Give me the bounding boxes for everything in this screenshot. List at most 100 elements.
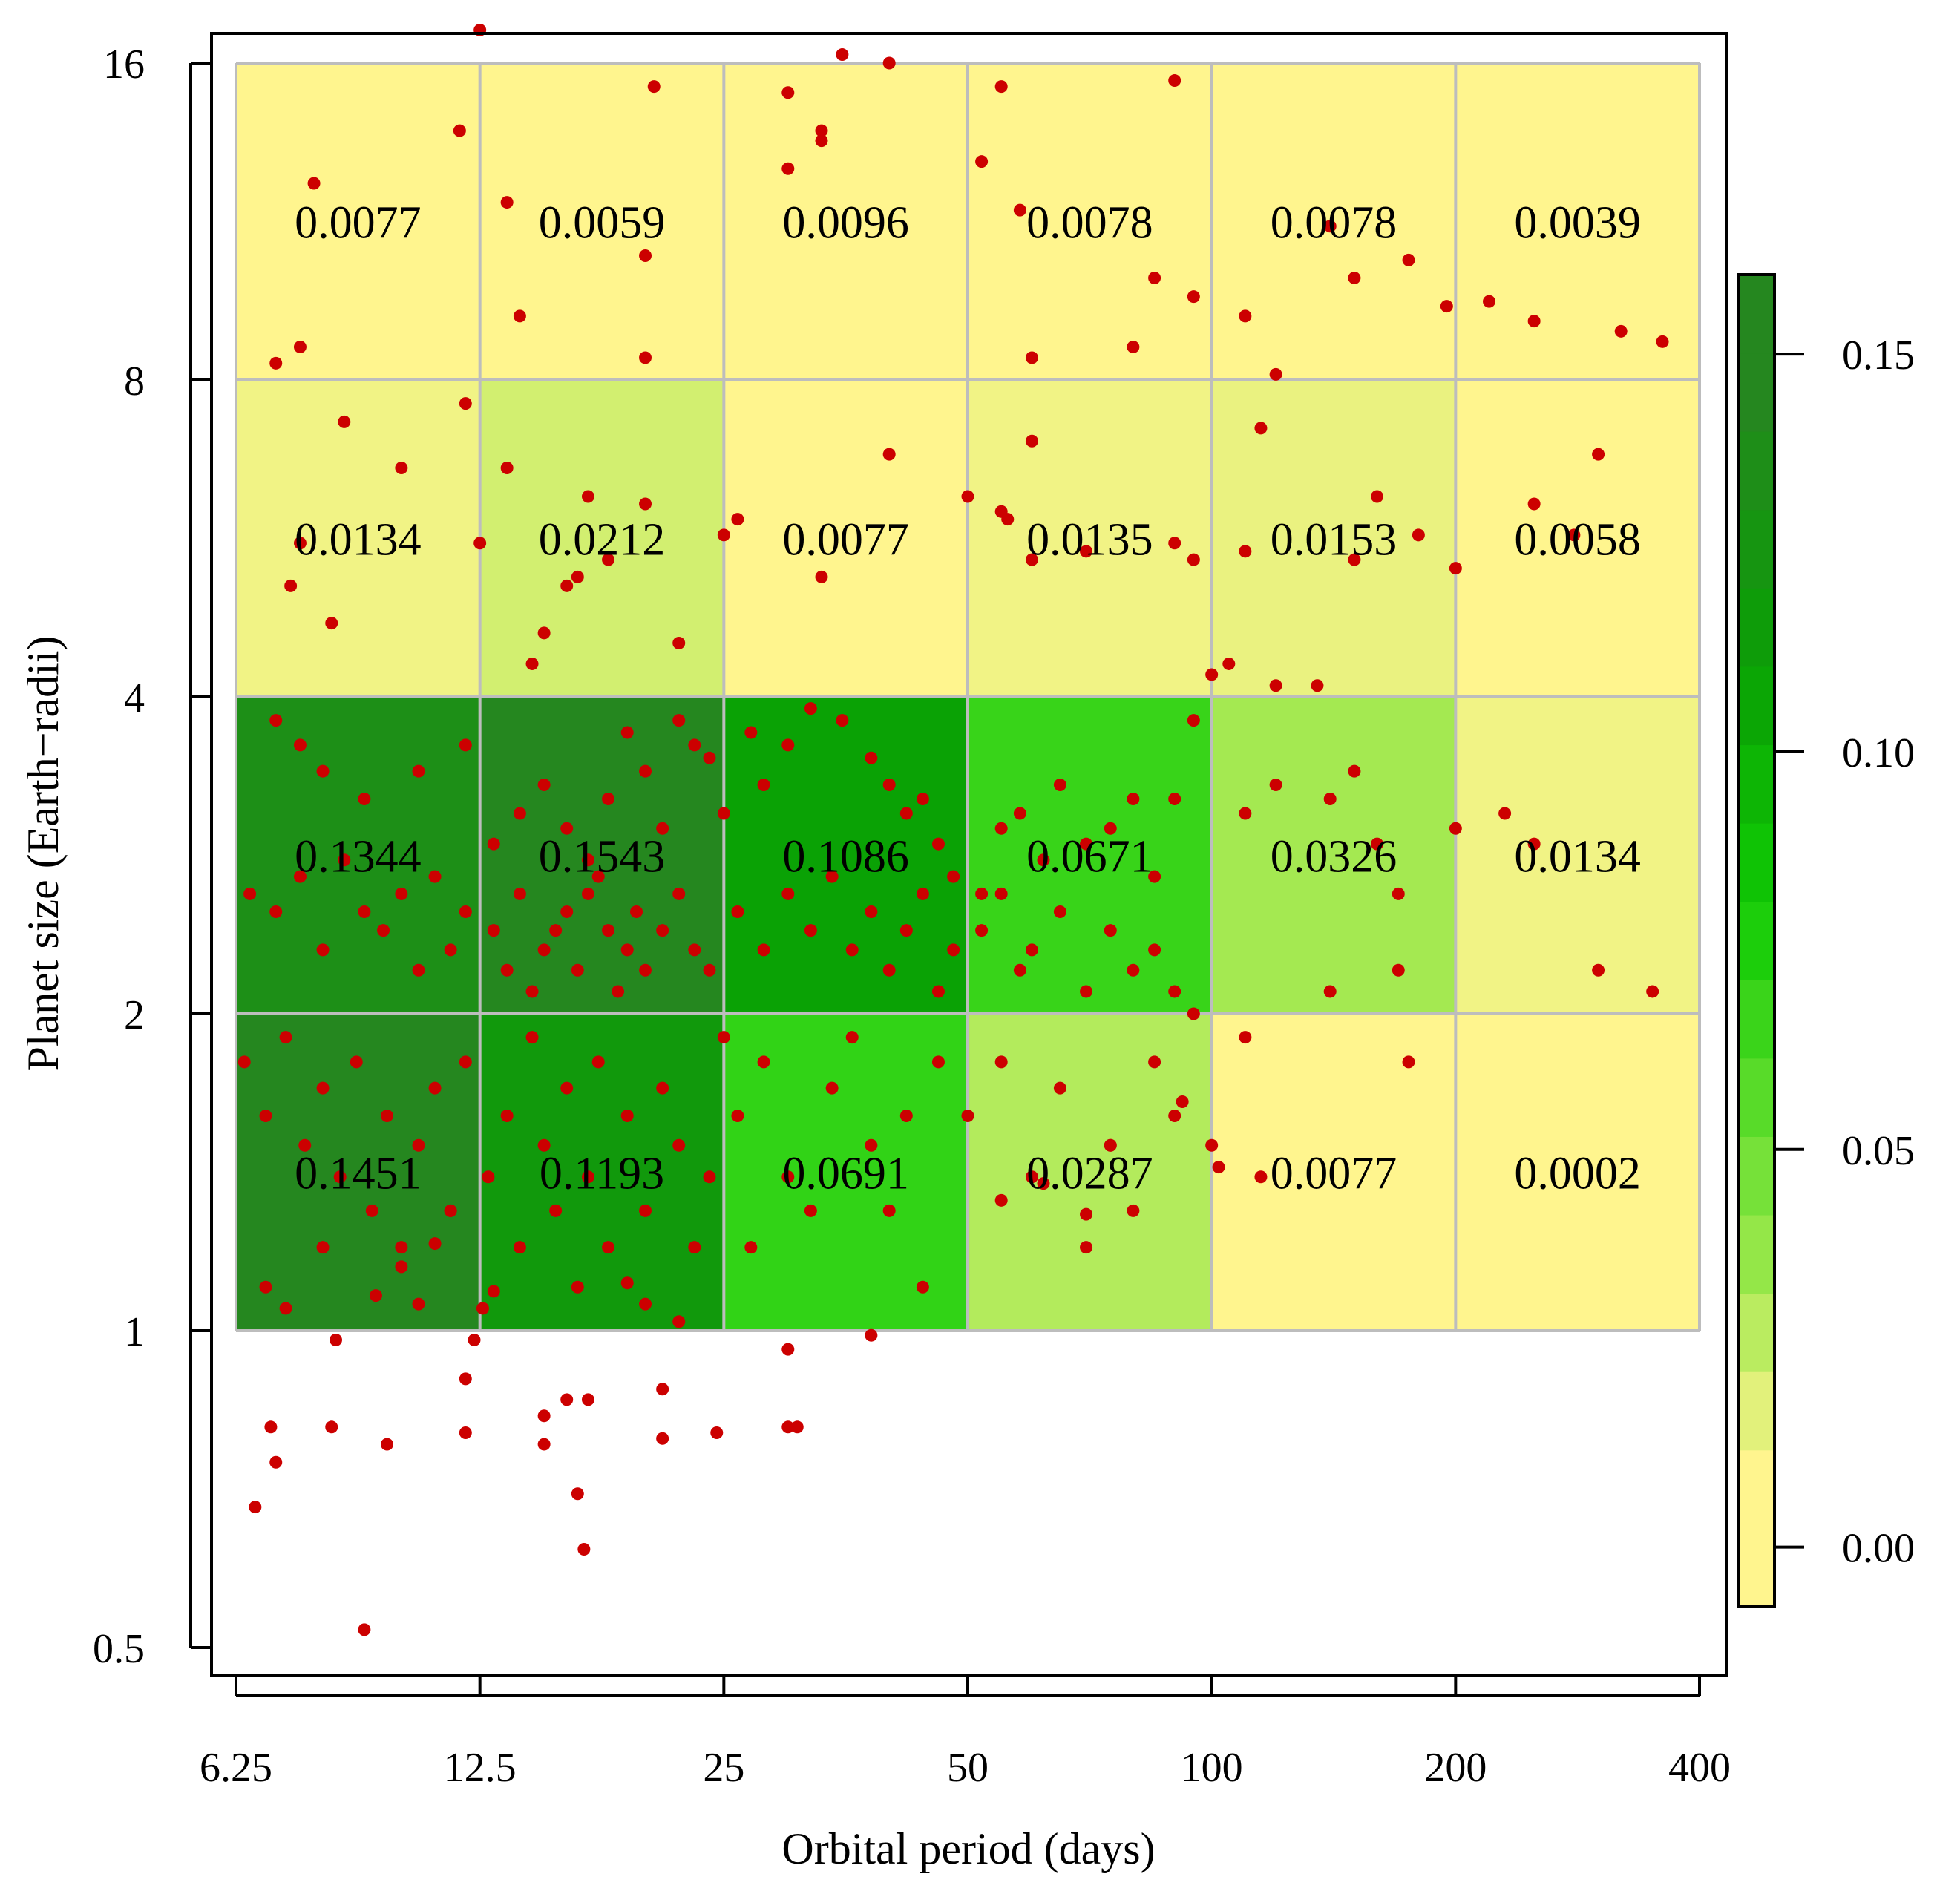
cell-value-label: 0.0077 [1271, 1149, 1397, 1199]
data-point [395, 887, 408, 900]
data-point [825, 870, 839, 883]
data-point [1080, 985, 1093, 998]
data-point [931, 985, 945, 998]
data-point [459, 1426, 472, 1439]
data-point [994, 887, 1008, 900]
data-point [537, 626, 551, 640]
data-point [744, 1241, 758, 1254]
data-point [428, 1237, 442, 1251]
data-point [298, 1138, 312, 1152]
y-axis-title: Planet size (Earth−radii) [19, 636, 68, 1072]
data-point [1025, 943, 1038, 957]
colorbar-swatch [1739, 980, 1774, 1059]
data-point [377, 924, 390, 937]
data-point [1392, 887, 1405, 900]
data-point [612, 985, 625, 998]
data-point [1013, 807, 1026, 820]
cell-value-label: 0.0134 [295, 515, 422, 566]
data-point [1269, 779, 1282, 792]
data-point [560, 1081, 574, 1095]
data-point [781, 1420, 795, 1434]
data-point [620, 726, 634, 739]
data-point [537, 1409, 551, 1423]
data-point [602, 792, 615, 805]
colorbar-swatch [1739, 744, 1774, 824]
data-point [513, 887, 526, 900]
data-point [1527, 837, 1541, 851]
data-point [1080, 545, 1093, 558]
data-point [781, 1170, 795, 1184]
data-point [688, 1241, 701, 1254]
data-point [656, 924, 669, 937]
cell-value-label: 0.0135 [1026, 515, 1153, 566]
data-point [487, 1285, 500, 1298]
heatmap-cell [1211, 697, 1456, 1014]
data-point [1371, 490, 1384, 503]
data-point [1614, 324, 1628, 338]
data-point [338, 415, 351, 428]
data-point [560, 822, 574, 835]
data-point [279, 1302, 292, 1315]
colorbar-swatch [1739, 1293, 1774, 1372]
data-point [358, 792, 371, 805]
data-point [1254, 422, 1268, 435]
data-point [237, 1055, 251, 1069]
data-point [804, 702, 817, 715]
data-point [316, 943, 330, 957]
data-point [672, 1138, 686, 1152]
data-point [1323, 792, 1337, 805]
data-point [500, 462, 514, 475]
data-point [916, 1280, 929, 1294]
colorbar-swatch [1739, 823, 1774, 902]
data-point [412, 1138, 425, 1152]
data-point [916, 792, 929, 805]
data-point [1187, 714, 1200, 727]
data-point [1187, 1007, 1200, 1020]
data-point [1498, 807, 1512, 820]
data-point [1371, 837, 1384, 851]
data-point [453, 124, 466, 137]
data-point [688, 738, 701, 752]
data-point [757, 779, 770, 792]
data-point [1104, 924, 1117, 937]
colorbar-tick-label: 0.00 [1842, 1526, 1915, 1572]
data-point [560, 1393, 574, 1406]
colorbar-tick-label: 0.10 [1842, 730, 1915, 776]
cell-value-label: 0.1543 [539, 832, 666, 882]
heatmap-cell [724, 63, 968, 380]
cell-value-label: 0.0326 [1271, 832, 1397, 882]
data-point [882, 56, 896, 70]
cell-value-label: 0.0134 [1514, 832, 1641, 882]
data-point [571, 963, 584, 977]
colorbar-swatch [1739, 1058, 1774, 1137]
cell-value-label: 0.0078 [1026, 198, 1153, 249]
data-point [487, 837, 500, 851]
data-point [731, 905, 744, 919]
heatmap-cell [479, 63, 724, 380]
data-point [307, 177, 321, 190]
data-point [1323, 220, 1337, 233]
data-point [620, 1276, 634, 1290]
data-point [804, 924, 817, 937]
x-tick-label: 25 [703, 1745, 744, 1791]
data-point [757, 1055, 770, 1069]
data-point [1053, 1081, 1066, 1095]
data-point [845, 1031, 859, 1044]
cell-value-label: 0.1193 [540, 1149, 664, 1199]
data-point [1037, 853, 1050, 867]
data-point [1348, 272, 1361, 285]
data-point [560, 579, 574, 592]
data-point [1025, 553, 1038, 566]
data-point [264, 1420, 278, 1434]
data-point [815, 124, 828, 137]
data-point [1053, 905, 1066, 919]
data-point [1148, 943, 1161, 957]
heatmap-cell [968, 1014, 1212, 1331]
data-point [571, 570, 584, 583]
colorbar-swatch [1739, 353, 1774, 432]
data-point [1104, 822, 1117, 835]
heatmap-cell [1455, 63, 1700, 380]
data-point [931, 1055, 945, 1069]
data-point [1592, 448, 1605, 461]
data-point [672, 636, 686, 649]
